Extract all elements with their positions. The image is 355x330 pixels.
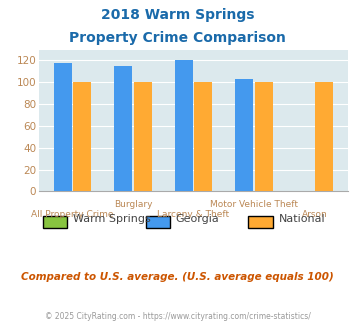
Bar bbox=[194, 82, 212, 191]
Bar bbox=[315, 82, 333, 191]
Bar bbox=[54, 63, 72, 191]
Text: © 2025 CityRating.com - https://www.cityrating.com/crime-statistics/: © 2025 CityRating.com - https://www.city… bbox=[45, 312, 310, 321]
Bar bbox=[255, 82, 273, 191]
Text: All Property Crime: All Property Crime bbox=[31, 210, 114, 218]
Text: Compared to U.S. average. (U.S. average equals 100): Compared to U.S. average. (U.S. average … bbox=[21, 272, 334, 282]
Text: Motor Vehicle Theft: Motor Vehicle Theft bbox=[210, 200, 298, 209]
Text: Property Crime Comparison: Property Crime Comparison bbox=[69, 31, 286, 45]
Bar bbox=[175, 60, 193, 191]
Text: Larceny & Theft: Larceny & Theft bbox=[157, 210, 230, 218]
Text: National: National bbox=[279, 214, 325, 224]
Text: Arson: Arson bbox=[302, 210, 327, 218]
Text: Burglary: Burglary bbox=[114, 200, 152, 209]
Bar bbox=[133, 82, 152, 191]
Text: 2018 Warm Springs: 2018 Warm Springs bbox=[101, 8, 254, 22]
Text: Warm Springs: Warm Springs bbox=[73, 214, 151, 224]
Bar bbox=[235, 79, 253, 191]
Bar bbox=[114, 66, 132, 191]
Bar bbox=[73, 82, 91, 191]
Text: Georgia: Georgia bbox=[176, 214, 219, 224]
